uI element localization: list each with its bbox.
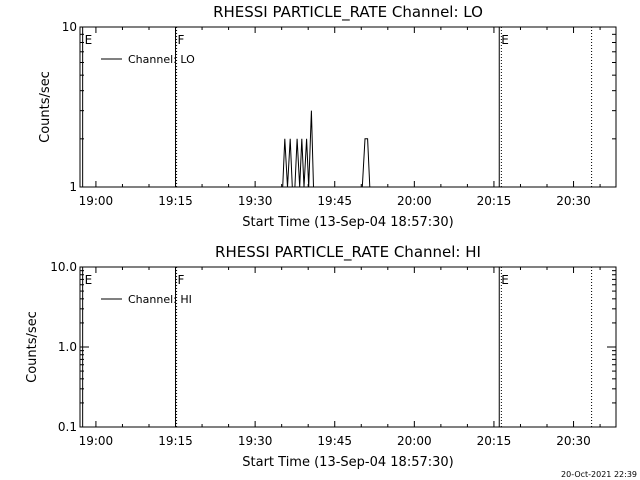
plot-frame <box>79 266 617 428</box>
y-tick-label: 1 <box>69 180 77 194</box>
x-tick-label: 20:00 <box>397 434 432 448</box>
chart-title: RHESSI PARTICLE_RATE Channel: HI <box>215 243 481 262</box>
x-tick-label: 19:15 <box>158 194 193 208</box>
event-marker-label: E <box>501 33 509 47</box>
x-tick-label: 19:15 <box>158 434 193 448</box>
x-tick-label: 20:30 <box>556 194 591 208</box>
chart-panel-lo: RHESSI PARTICLE_RATE Channel: LO Start T… <box>38 3 617 230</box>
x-tick-label: 19:00 <box>79 434 114 448</box>
x-tick-label: 19:45 <box>317 194 352 208</box>
y-tick-label: 0.1 <box>58 420 77 434</box>
event-marker-label: E <box>85 33 93 47</box>
x-tick-label: 20:00 <box>397 194 432 208</box>
y-axis-label: Counts/sec <box>38 71 53 143</box>
y-tick-label: 10 <box>62 20 77 34</box>
y-axis-label: Counts/sec <box>25 311 40 383</box>
event-marker-label: E <box>501 273 509 287</box>
chart-panel-hi: RHESSI PARTICLE_RATE Channel: HI Start T… <box>25 243 617 470</box>
event-marker-label: F <box>178 33 185 47</box>
x-tick-label: 19:30 <box>238 194 273 208</box>
y-tick-label: 10.0 <box>50 260 77 274</box>
x-tick-label: 19:45 <box>317 434 352 448</box>
x-tick-label: 19:30 <box>238 434 273 448</box>
x-tick-label: 19:00 <box>79 194 114 208</box>
plot-frame <box>79 26 617 188</box>
chart-title: RHESSI PARTICLE_RATE Channel: LO <box>213 3 483 22</box>
x-axis-label: Start Time (13-Sep-04 18:57:30) <box>242 215 453 230</box>
x-tick-label: 20:15 <box>477 434 512 448</box>
event-marker-label: F <box>178 273 185 287</box>
event-marker-label: E <box>85 273 93 287</box>
y-tick-label: 1.0 <box>58 340 77 354</box>
footer-timestamp: 20-Oct-2021 22:39 <box>561 470 637 479</box>
x-tick-label: 20:15 <box>477 194 512 208</box>
legend-label: Channel: HI <box>128 293 192 306</box>
legend-label: Channel: LO <box>128 53 195 66</box>
x-axis-label: Start Time (13-Sep-04 18:57:30) <box>242 455 453 470</box>
series-line <box>282 110 371 188</box>
x-tick-label: 20:30 <box>556 434 591 448</box>
